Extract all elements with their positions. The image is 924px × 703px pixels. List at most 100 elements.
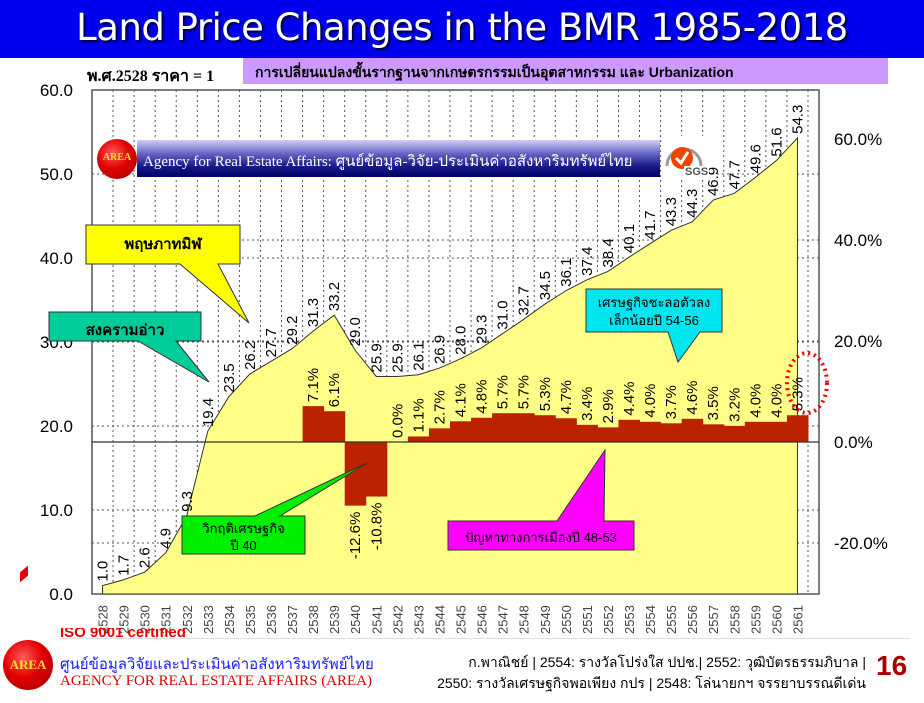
price-label: 47.7 — [726, 160, 743, 189]
change-label: 3.7% — [663, 385, 680, 419]
change-bar — [765, 421, 788, 442]
change-label: 4.8% — [474, 380, 491, 414]
x-tick-label: 2537 — [285, 605, 300, 634]
bubble-callout-shape — [85, 224, 250, 324]
change-label: 5.3% — [789, 377, 806, 411]
price-label: 41.7 — [642, 211, 659, 240]
change-bar — [576, 424, 598, 442]
change-bar — [513, 413, 535, 442]
right-axis: -20.0% 0.0% 20.0% 40.0% 60.0% — [834, 130, 888, 553]
change-label: -12.6% — [347, 512, 364, 560]
change-label: 0.0% — [389, 404, 406, 438]
change-bar — [639, 421, 662, 442]
sgs-text: SGS — [684, 166, 710, 178]
right-tick-label: 40.0% — [834, 231, 882, 250]
change-bar — [534, 415, 556, 442]
change-label: 4.1% — [453, 383, 470, 417]
change-bar — [681, 418, 704, 442]
title-bar: Land Price Changes in the BMR 1985-2018 — [0, 0, 924, 58]
base-year-note: พ.ศ.2528 ราคา = 1 — [87, 68, 215, 85]
change-bar — [450, 421, 472, 442]
left-tick-label: 60.0 — [40, 81, 73, 100]
change-label: 4.0% — [747, 384, 764, 418]
x-tick-label: 2536 — [264, 605, 279, 634]
right-tick-label: 60.0% — [834, 130, 882, 149]
x-tick-label: 2548 — [517, 605, 532, 634]
x-tick-label: 2545 — [454, 605, 469, 634]
change-bar — [492, 413, 514, 442]
price-label: 40.1 — [621, 224, 638, 253]
x-axis: 2528 2529 2530 2531 2532 2533 2534 2535 2536 2537… — [96, 605, 806, 634]
price-label: 26.9 — [431, 335, 448, 364]
footer-cert-text: ISO 9001 certified — [60, 628, 186, 640]
change-label: 4.7% — [558, 380, 575, 414]
change-label: 4.0% — [642, 384, 659, 418]
change-bar-series — [302, 406, 809, 506]
footer-thai-name: ศูนย์ข้อมูลวิจัยและประเมินค่าอสังหาริมทร… — [60, 656, 374, 673]
slowdown-callout-line1: เศรษฐกิจชะลอตัวลง — [597, 295, 711, 310]
footer-english-name: AGENCY FOR REAL ESTATE AFFAIRS (AREA) — [60, 673, 373, 689]
x-tick-label: 2538 — [306, 605, 321, 634]
highlight-circle — [785, 351, 829, 415]
price-label: 26.1 — [410, 342, 427, 371]
price-label: 44.3 — [684, 189, 701, 218]
price-label: 2.6 — [137, 547, 154, 568]
change-bar — [660, 423, 683, 442]
x-tick-label: 2540 — [348, 605, 363, 634]
slowdown-callout-shape — [585, 288, 723, 364]
x-tick-label: 2543 — [411, 605, 426, 634]
change-bar — [618, 419, 641, 442]
footer-divider — [60, 638, 910, 639]
crisis-callout-shape — [181, 462, 368, 555]
price-label: 29.0 — [347, 317, 364, 346]
page-number: 16 — [876, 650, 908, 681]
price-label: 32.7 — [516, 286, 533, 315]
left-tick-label: 10.0 — [40, 501, 73, 520]
price-data-labels: 1.0 1.7 2.64.99.319.423.526.2 27.7 29.231.33… — [95, 105, 807, 582]
price-label: 51.6 — [768, 127, 785, 156]
gulf-war-callout-shape — [48, 311, 210, 383]
change-bar — [471, 417, 493, 442]
x-tick-label: 2555 — [664, 605, 679, 634]
change-label: 2.9% — [600, 389, 617, 423]
x-tick-label: 2556 — [685, 605, 700, 634]
price-label: 25.9 — [368, 343, 385, 372]
x-tick-label: 2533 — [201, 605, 216, 634]
crisis-callout-line2: ปี 40 — [230, 538, 257, 553]
left-tick-label: 50.0 — [40, 165, 73, 184]
footer-area-logo-text: AREA — [9, 657, 47, 672]
change-bar — [302, 406, 325, 442]
price-label: 54.3 — [789, 105, 806, 134]
footer-area-logo: AREA — [3, 640, 53, 690]
change-bar — [428, 428, 451, 442]
change-bar — [407, 436, 430, 442]
change-bar — [323, 411, 346, 442]
sgs-check-icon — [665, 147, 703, 169]
price-label: 31.3 — [305, 298, 322, 327]
change-label: -10.8% — [368, 503, 385, 551]
x-tick-label: 2549 — [538, 605, 553, 634]
price-label: 23.5 — [221, 363, 238, 392]
change-bar — [597, 427, 619, 442]
change-bar — [344, 442, 367, 506]
price-label: 49.6 — [747, 144, 764, 173]
area-logo-text: AREA — [102, 152, 132, 163]
change-bar — [702, 424, 725, 442]
bubble-callout-label: พฤษภาทมิฬ — [124, 236, 202, 253]
x-tick-label: 2554 — [643, 605, 658, 634]
x-tick-label: 2530 — [138, 605, 153, 634]
change-label: 1.1% — [410, 398, 427, 432]
right-tick-label: 0.0% — [834, 433, 873, 452]
change-label: 3.5% — [705, 386, 722, 420]
price-label: 26.2 — [242, 341, 259, 370]
subtitle-text: การเปลี่ยนแปลงขั้นรากฐานจากเกษตรกรรมเป็น… — [255, 64, 734, 80]
change-bar — [365, 442, 388, 497]
change-label: 3.4% — [579, 387, 596, 421]
price-label: 36.1 — [558, 258, 575, 287]
price-label: 43.3 — [663, 197, 680, 226]
price-label: 9.3 — [179, 491, 196, 512]
change-label: 5.3% — [537, 377, 554, 411]
x-tick-label: 2560 — [769, 605, 784, 634]
price-label: 25.9 — [389, 343, 406, 372]
change-data-labels: 7.1% 6.1% -12.6% -10.8% 0.0% 1.1% 2.7% 4.1% 4.8%… — [305, 368, 806, 559]
